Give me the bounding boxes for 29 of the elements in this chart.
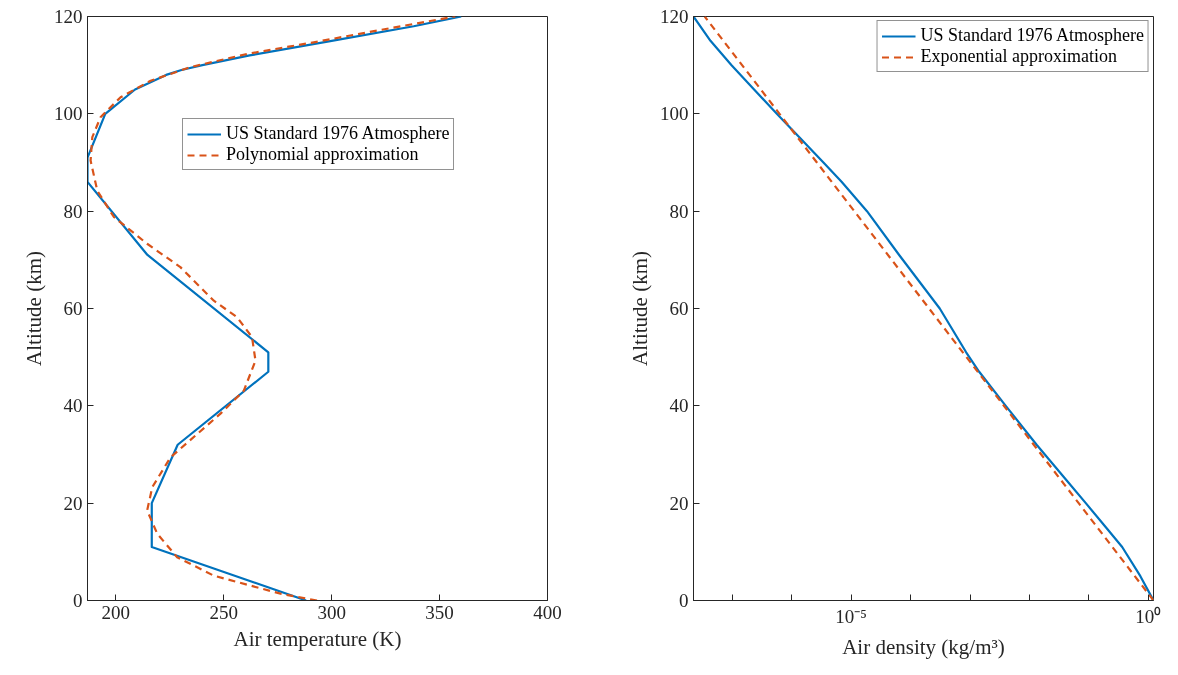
- y-tick-label: 80: [669, 200, 689, 222]
- legend-label: Polynomial approximation: [226, 144, 419, 165]
- y-tick-label: 0: [73, 590, 83, 611]
- x-tick-label: 10⁰: [1135, 605, 1162, 627]
- y-tick-label: 40: [63, 395, 83, 417]
- legend-label: US Standard 1976 Atmosphere: [920, 25, 1144, 46]
- x-tick-label: 350: [425, 601, 454, 623]
- y-tick-label: 120: [660, 6, 689, 27]
- x-tick-label: 200: [101, 601, 131, 623]
- y-tick-label: 0: [679, 590, 689, 611]
- y-tick-label: 20: [669, 492, 689, 514]
- y-axis-title: Altitude (km): [628, 251, 652, 366]
- y-tick-label: 20: [63, 492, 83, 514]
- x-axis-title: Air density (kg/m³): [842, 634, 1005, 659]
- y-tick-label: 60: [63, 298, 83, 319]
- y-tick-label: 100: [54, 103, 83, 125]
- legend-label: US Standard 1976 Atmosphere: [226, 123, 450, 144]
- legend-label: Exponential approximation: [920, 46, 1117, 67]
- x-tick-label: 250: [209, 601, 238, 623]
- y-tick-label: 100: [660, 103, 689, 125]
- y-tick-label: 40: [669, 395, 689, 417]
- x-tick-label: 10⁻⁵: [835, 605, 867, 627]
- y-tick-label: 120: [54, 6, 83, 27]
- x-tick-label: 300: [317, 601, 346, 623]
- x-axis-title: Air temperature (K): [233, 626, 402, 651]
- y-axis-title: Altitude (km): [22, 251, 46, 366]
- y-tick-label: 80: [63, 200, 83, 222]
- y-tick-label: 60: [669, 298, 689, 319]
- x-tick-label: 400: [533, 601, 562, 623]
